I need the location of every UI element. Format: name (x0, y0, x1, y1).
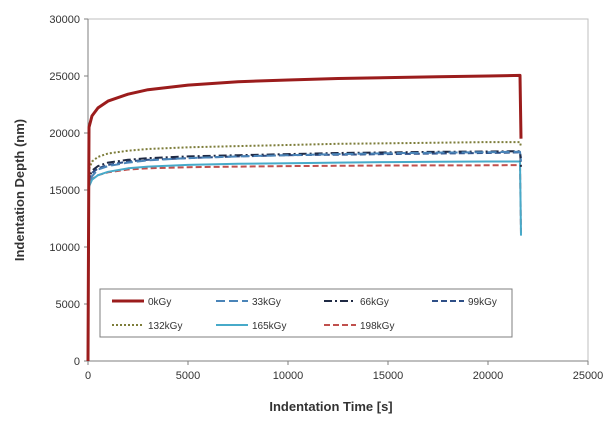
y-tick-label: 5000 (56, 299, 80, 311)
y-tick-label: 25000 (49, 71, 80, 83)
series-line-0kGy (86, 73, 523, 362)
legend-label-0kGy: 0kGy (148, 297, 171, 308)
legend-label-198kGy: 198kGy (360, 321, 394, 332)
series-line-132kGy (87, 141, 522, 362)
legend-label-99kGy: 99kGy (468, 297, 497, 308)
legend-box (99, 288, 513, 338)
legend-label-66kGy: 66kGy (360, 297, 389, 308)
y-tick-label: 15000 (49, 185, 80, 197)
series-line-33kGy (87, 150, 522, 362)
x-axis-title: Indentation Time [s] (269, 399, 392, 414)
y-tick-label: 30000 (49, 14, 80, 26)
y-axis-title: Indentation Depth (nm) (12, 119, 27, 261)
y-tick-label: 20000 (49, 128, 80, 140)
legend-label-165kGy: 165kGy (252, 321, 286, 332)
x-tick-label: 0 (85, 370, 91, 382)
series-layer (86, 73, 523, 362)
x-tick-label: 20000 (473, 370, 504, 382)
x-tick-label: 25000 (573, 370, 604, 382)
x-tick-label: 15000 (373, 370, 404, 382)
legend-label-33kGy: 33kGy (252, 297, 281, 308)
series-line-165kGy (87, 160, 522, 362)
legend-label-132kGy: 132kGy (148, 321, 182, 332)
x-tick-label: 5000 (176, 370, 200, 382)
legend: 0kGy 33kGy 66kGy 99kGy 132kGy 165kGy 198kGy (99, 288, 513, 338)
y-tick-label: 10000 (49, 242, 80, 254)
y-tick-label: 0 (74, 356, 80, 368)
x-tick-label: 10000 (273, 370, 304, 382)
